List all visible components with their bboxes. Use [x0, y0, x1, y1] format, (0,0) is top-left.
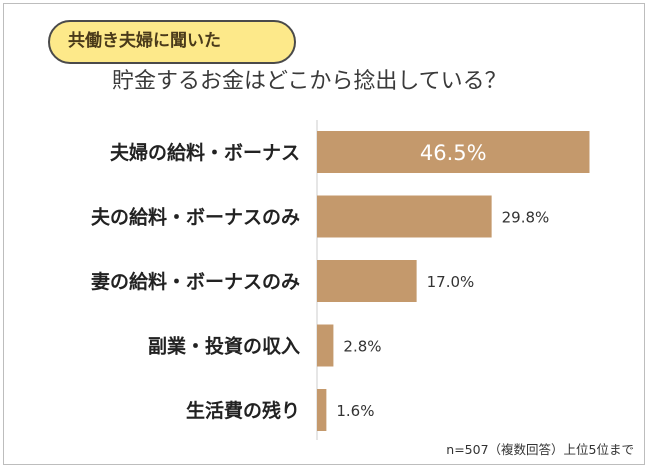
category-label: 夫婦の給料・ボーナス — [110, 141, 300, 164]
bar — [317, 195, 492, 238]
bar — [317, 131, 590, 173]
bar — [317, 324, 334, 367]
category-label: 夫の給料・ボーナスのみ — [91, 206, 300, 229]
data-label: 17.0% — [427, 273, 475, 291]
bar — [317, 260, 417, 302]
category-label: 生活費の残り — [186, 399, 300, 422]
chart-title: 貯金するお金はどこから捻出している？ — [112, 69, 507, 94]
survey-tag-text: 共働き夫婦に聞いた — [68, 31, 221, 51]
sample-size-note: n=507（複数回答）上位5位まで — [446, 442, 634, 457]
survey-tag-badge — [48, 20, 296, 64]
category-label: 妻の給料・ボーナスのみ — [91, 270, 300, 293]
data-label: 1.6% — [336, 402, 374, 420]
data-label: 46.5% — [420, 141, 487, 165]
data-label: 29.8% — [502, 209, 550, 227]
data-label: 2.8% — [343, 338, 381, 356]
category-label: 副業・投資の収入 — [148, 335, 300, 358]
bar — [317, 389, 327, 431]
